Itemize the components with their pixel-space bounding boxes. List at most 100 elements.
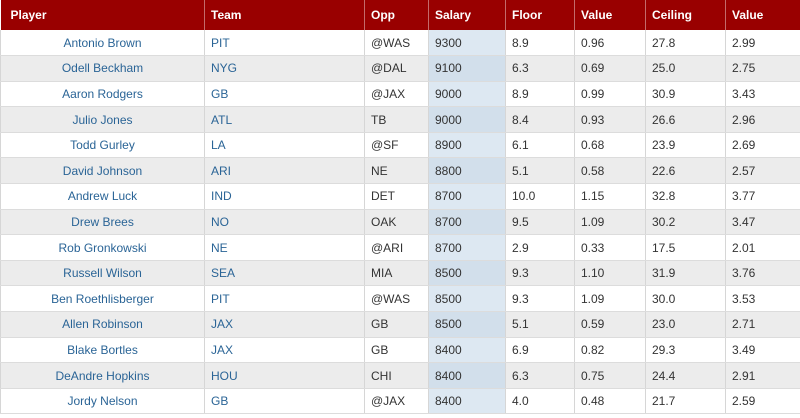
ceiling-value-cell: 2.57	[725, 157, 800, 185]
player-link[interactable]: Julio Jones	[72, 112, 133, 127]
floor-cell: 4.0	[505, 388, 575, 415]
player-cell: Andrew Luck	[0, 183, 205, 210]
player-link[interactable]: Antonio Brown	[63, 35, 142, 50]
header-row: Player Team Opp Salary Floor Value Ceili…	[0, 0, 800, 30]
opp-cell: @ARI	[364, 234, 429, 261]
player-cell: Antonio Brown	[0, 30, 205, 57]
player-link[interactable]: Aaron Rodgers	[62, 86, 143, 101]
value-cell: 0.69	[574, 55, 646, 82]
ceiling-value-cell: 3.49	[725, 337, 800, 364]
player-link[interactable]: David Johnson	[62, 163, 143, 178]
team-link[interactable]: NE	[211, 240, 228, 255]
team-link[interactable]: ATL	[211, 112, 233, 127]
player-link[interactable]: Blake Bortles	[67, 342, 138, 357]
player-link[interactable]: Todd Gurley	[70, 138, 135, 153]
salary-cell: 8800	[428, 157, 506, 185]
ceiling-value-cell: 3.53	[725, 285, 800, 313]
floor-cell: 6.1	[505, 132, 575, 159]
player-cell: Aaron Rodgers	[0, 81, 205, 108]
team-link[interactable]: GB	[211, 394, 229, 409]
player-link[interactable]: Rob Gronkowski	[58, 240, 147, 255]
team-link[interactable]: IND	[211, 189, 232, 204]
value-cell: 0.68	[574, 132, 646, 159]
team-cell: JAX	[204, 337, 365, 364]
value-cell: 0.93	[574, 106, 646, 133]
salary-cell: 8500	[428, 260, 506, 287]
table-row: Drew Brees NO OAK 8700 9.5 1.09 30.2 3.47	[0, 209, 800, 236]
opp-cell: OAK	[364, 209, 429, 236]
team-link[interactable]: HOU	[211, 368, 238, 383]
team-link[interactable]: GB	[211, 86, 229, 101]
player-link[interactable]: Drew Brees	[71, 214, 134, 229]
player-cell: Jordy Nelson	[0, 388, 205, 415]
opp-cell: DET	[364, 183, 429, 210]
opp-cell: GB	[364, 337, 429, 364]
floor-cell: 8.9	[505, 81, 575, 108]
value-cell: 0.48	[574, 388, 646, 415]
opp-cell: @JAX	[364, 81, 429, 108]
value-cell: 0.58	[574, 157, 646, 185]
ceiling-cell: 23.9	[645, 132, 726, 159]
player-cell: Russell Wilson	[0, 260, 205, 287]
header-team[interactable]: Team	[204, 0, 365, 30]
floor-cell: 10.0	[505, 183, 575, 210]
team-link[interactable]: LA	[211, 138, 226, 153]
value-cell: 1.09	[574, 285, 646, 313]
header-value-ceiling[interactable]: Value	[725, 0, 800, 30]
ceiling-value-cell: 3.43	[725, 81, 800, 108]
team-cell: SEA	[204, 260, 365, 287]
team-link[interactable]: NYG	[211, 61, 238, 76]
value-cell: 0.82	[574, 337, 646, 364]
table-row: Ben Roethlisberger PIT @WAS 8500 9.3 1.09 30.0…	[0, 285, 800, 313]
player-link[interactable]: Odell Beckham	[61, 61, 144, 76]
player-cell: Drew Brees	[0, 209, 205, 236]
opp-cell: MIA	[364, 260, 429, 287]
table-row: Andrew Luck IND DET 8700 10.0 1.15 32.8 3.77	[0, 183, 800, 210]
opp-cell: @WAS	[364, 285, 429, 313]
team-link[interactable]: JAX	[211, 317, 234, 332]
team-cell: NE	[204, 234, 365, 261]
ceiling-cell: 29.3	[645, 337, 726, 364]
header-player[interactable]: Player	[10, 8, 47, 22]
team-link[interactable]: PIT	[211, 35, 230, 50]
value-cell: 1.15	[574, 183, 646, 210]
salary-cell: 9300	[428, 30, 506, 57]
team-cell: LA	[204, 132, 365, 159]
team-link[interactable]: PIT	[211, 291, 230, 306]
player-cell: Rob Gronkowski	[0, 234, 205, 261]
opp-cell: NE	[364, 157, 429, 185]
opp-cell: GB	[364, 311, 429, 338]
header-salary[interactable]: Salary	[428, 0, 506, 30]
salary-cell: 8500	[428, 311, 506, 338]
player-link[interactable]: Jordy Nelson	[67, 394, 138, 409]
table-row: Antonio Brown PIT @WAS 9300 8.9 0.96 27.8 2.99	[0, 30, 800, 57]
team-cell: ARI	[204, 157, 365, 185]
table-body: Antonio Brown PIT @WAS 9300 8.9 0.96 27.8 2.99 O…	[0, 30, 800, 415]
team-link[interactable]: ARI	[211, 163, 232, 178]
team-cell: PIT	[204, 285, 365, 313]
player-link[interactable]: Allen Robinson	[62, 317, 143, 332]
player-link[interactable]: DeAndre Hopkins	[55, 368, 150, 383]
table-row: Aaron Rodgers GB @JAX 9000 8.9 0.99 30.9 3.43	[0, 81, 800, 108]
player-cell: David Johnson	[0, 157, 205, 185]
player-link[interactable]: Russell Wilson	[63, 266, 142, 281]
ceiling-cell: 32.8	[645, 183, 726, 210]
player-link[interactable]: Andrew Luck	[67, 189, 138, 204]
header-opp[interactable]: Opp	[364, 0, 429, 30]
ceiling-value-cell: 3.47	[725, 209, 800, 236]
floor-cell: 8.9	[505, 30, 575, 57]
player-link[interactable]: Ben Roethlisberger	[51, 291, 154, 306]
team-link[interactable]: NO	[211, 214, 229, 229]
ceiling-cell: 31.9	[645, 260, 726, 287]
header-value[interactable]: Value	[574, 0, 646, 30]
team-link[interactable]: JAX	[211, 342, 234, 357]
header-floor[interactable]: Floor	[505, 0, 575, 30]
player-cell: Julio Jones	[0, 106, 205, 133]
table-row: Jordy Nelson GB @JAX 8400 4.0 0.48 21.7 2.59	[0, 388, 800, 415]
salary-cell: 8400	[428, 388, 506, 415]
floor-cell: 2.9	[505, 234, 575, 261]
opp-cell: @WAS	[364, 30, 429, 57]
ceiling-cell: 25.0	[645, 55, 726, 82]
team-link[interactable]: SEA	[211, 266, 236, 281]
header-ceiling[interactable]: Ceiling	[645, 0, 726, 30]
